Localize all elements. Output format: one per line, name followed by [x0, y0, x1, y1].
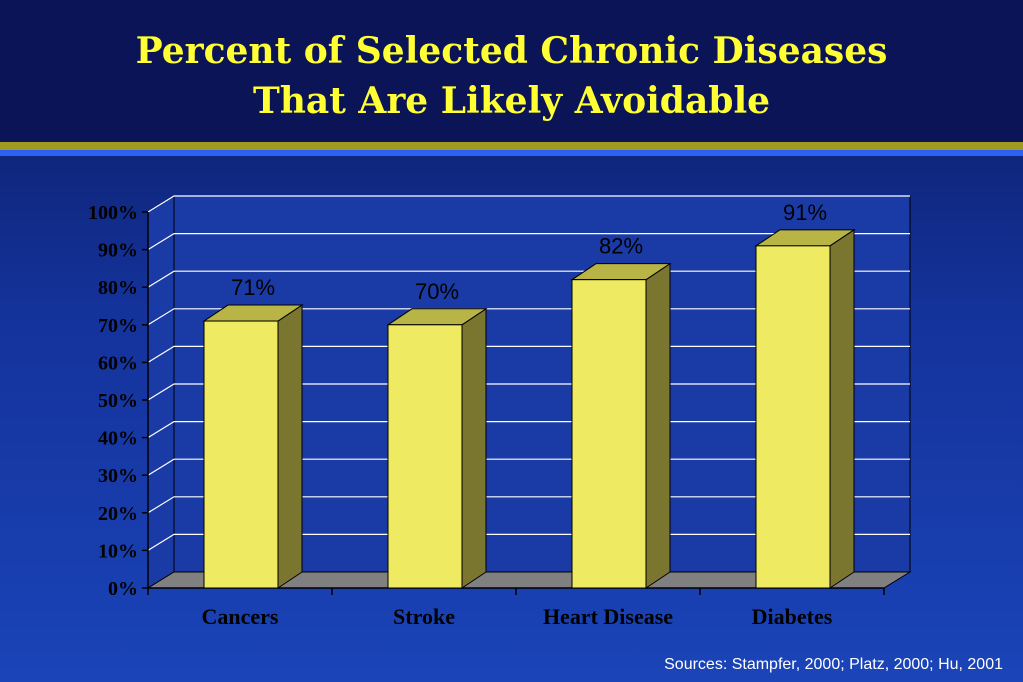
title-divider-gold	[0, 142, 1023, 150]
category-labels: Cancers Stroke Heart Disease Diabetes	[202, 604, 833, 629]
value-label: 71%	[231, 275, 275, 300]
category-label: Cancers	[202, 604, 279, 629]
y-tick-label: 70%	[98, 315, 138, 337]
y-tick-label: 40%	[98, 428, 138, 450]
bar-side	[645, 262, 671, 589]
y-tick-label: 90%	[98, 240, 138, 262]
y-tick-label: 100%	[88, 202, 138, 224]
slide-title: Percent of Selected Chronic Diseases Tha…	[0, 26, 1023, 126]
y-tick-label: 80%	[98, 277, 138, 299]
y-tick-label: 30%	[98, 465, 138, 487]
bar-side	[829, 228, 855, 589]
bar-front	[571, 279, 647, 589]
category-label: Diabetes	[752, 604, 833, 629]
title-band	[0, 0, 1023, 142]
y-tick-label: 60%	[98, 352, 138, 374]
bar-side	[461, 307, 487, 589]
bar-front	[755, 245, 831, 589]
value-label: 82%	[599, 234, 643, 259]
bar-cancers	[202, 304, 304, 589]
category-label: Stroke	[393, 604, 455, 629]
title-line-1: Percent of Selected Chronic Diseases	[135, 30, 888, 72]
y-tick-label: 20%	[98, 503, 138, 525]
bar-side	[277, 304, 303, 589]
y-tick-labels: 0% 10% 20% 30% 40% 50% 60% 70% 80% 90% 100%	[88, 202, 138, 600]
y-tick-label: 50%	[98, 390, 138, 412]
gridline	[147, 233, 910, 251]
category-label: Heart Disease	[543, 604, 673, 629]
gridline	[147, 195, 910, 213]
bar-front	[387, 324, 463, 589]
source-citation: Sources: Stampfer, 2000; Platz, 2000; Hu…	[664, 656, 1003, 673]
bar-heart-disease	[570, 262, 672, 589]
y-tick-label: 0%	[108, 578, 138, 600]
value-label: 91%	[783, 200, 827, 225]
value-labels: 71% 70% 82% 91%	[231, 200, 827, 304]
value-label: 70%	[415, 279, 459, 304]
bar-diabetes	[754, 228, 856, 589]
title-line-2: That Are Likely Avoidable	[252, 80, 771, 122]
y-tick-label: 10%	[98, 540, 138, 562]
bars	[202, 228, 856, 589]
bar-stroke	[386, 307, 488, 589]
title-divider-blue	[0, 150, 1023, 156]
bar-front	[203, 320, 279, 589]
